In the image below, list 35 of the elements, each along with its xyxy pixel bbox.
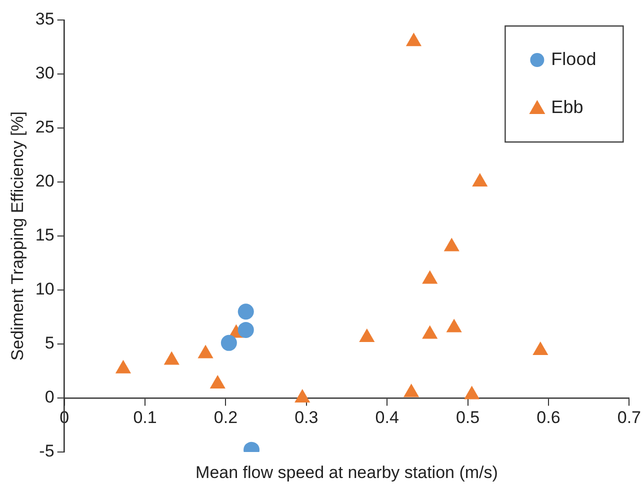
x-tick-label: 0.2 — [214, 408, 238, 427]
y-tick-label: 0 — [44, 388, 54, 407]
y-tick-label: 35 — [35, 10, 54, 29]
legend-label: Ebb — [551, 96, 584, 117]
x-axis-title: Mean flow speed at nearby station (m/s) — [196, 463, 498, 482]
x-tick-label: 0.4 — [375, 408, 399, 427]
point — [406, 32, 422, 46]
x-tick-label: 0.5 — [456, 408, 480, 427]
y-tick-label: 20 — [35, 172, 54, 191]
x-tick-label: 0.3 — [294, 408, 318, 427]
x-tick-label: 0.7 — [617, 408, 642, 427]
y-axis-title: Sediment Trapping Efficiency [%] — [8, 111, 27, 361]
y-tick-label: 15 — [35, 226, 54, 245]
y-tick-label: -5 — [39, 442, 54, 461]
y-tick-label: 25 — [35, 118, 54, 137]
y-tick-label: 5 — [44, 334, 54, 353]
point — [444, 238, 460, 252]
point — [198, 344, 214, 358]
point — [422, 325, 438, 339]
point — [164, 351, 180, 365]
x-tick-label: 0.1 — [133, 408, 157, 427]
point — [464, 386, 480, 400]
point — [404, 384, 420, 398]
point — [472, 173, 488, 186]
y-tick-label: 30 — [35, 64, 54, 83]
point — [359, 328, 375, 342]
x-tick-label: 0.6 — [536, 408, 560, 427]
legend-label: Flood — [551, 48, 596, 69]
point — [115, 360, 132, 374]
point — [532, 341, 548, 355]
point — [210, 374, 226, 388]
point — [446, 318, 462, 332]
y-tick-label: 10 — [35, 280, 54, 299]
point — [422, 270, 438, 284]
point — [294, 389, 310, 402]
